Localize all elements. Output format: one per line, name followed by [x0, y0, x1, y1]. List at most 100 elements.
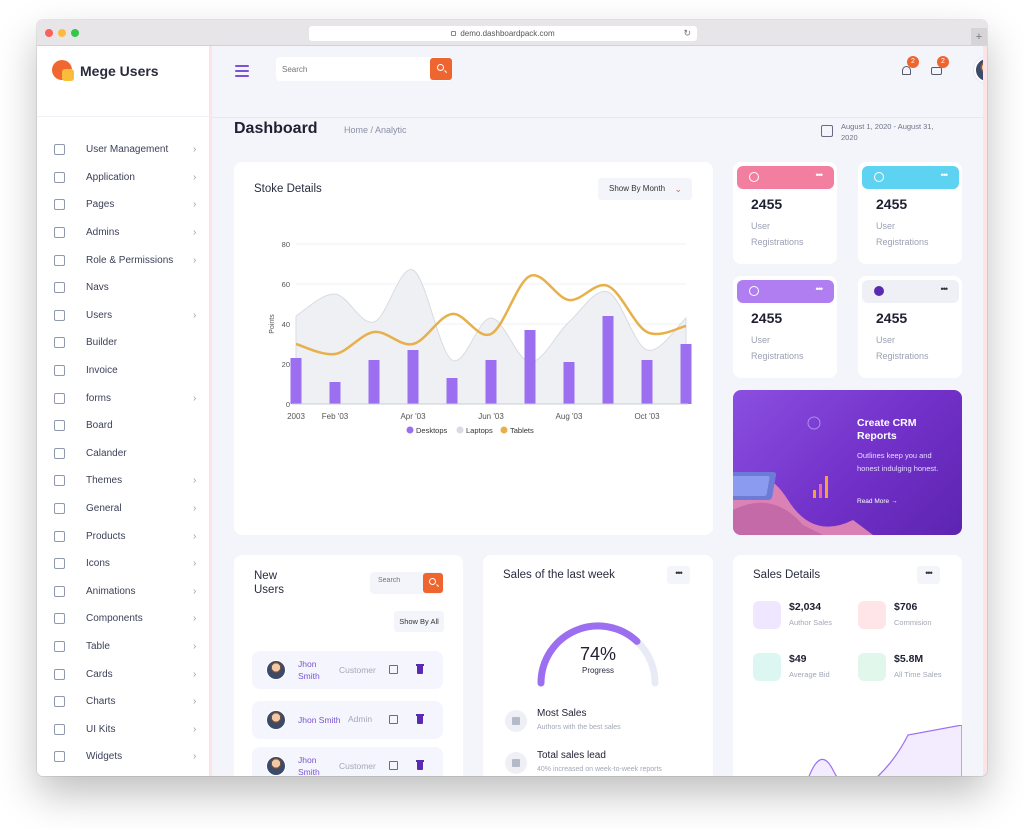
sidebar-item[interactable]: UI Kits ›	[37, 715, 212, 743]
sidebar-item-label: General	[86, 503, 122, 515]
messages-icon[interactable]: 2	[930, 56, 949, 78]
user-role: Customer	[339, 665, 376, 675]
reload-icon[interactable]: ↻	[683, 28, 691, 38]
x-tick-label: Jun '03	[478, 412, 504, 421]
chevron-right-icon: ›	[193, 668, 197, 680]
trash-icon[interactable]	[416, 664, 424, 674]
stat-label: User Registrations	[876, 221, 929, 247]
x-tick-label: 2003	[287, 412, 305, 421]
tablets-line	[295, 274, 687, 356]
sidebar-item[interactable]: Pages ›	[37, 191, 212, 219]
animations-icon	[54, 585, 65, 597]
minimize-window-button[interactable]	[58, 29, 66, 37]
notifications-bell-icon[interactable]: 2	[900, 56, 919, 78]
sparkle-icon	[54, 503, 65, 515]
x-tick-label: Oct '03	[634, 412, 660, 421]
more-options-icon[interactable]: •••	[815, 284, 824, 294]
sidebar-item[interactable]: Cards ›	[37, 660, 212, 688]
url-text: demo.dashboardpack.com	[460, 29, 555, 38]
sidebar-item-label: Charts	[86, 696, 116, 708]
stat-value: $49	[789, 653, 807, 665]
sidebar-item[interactable]: forms ›	[37, 384, 212, 412]
cards-icon	[54, 668, 65, 680]
sidebar-item[interactable]: Themes ›	[37, 467, 212, 495]
sidebar-item[interactable]: Invoice	[37, 357, 212, 385]
user-row[interactable]: Jhon Smith Admin	[252, 701, 443, 739]
y-tick-label: 0	[286, 400, 290, 409]
sidebar-item[interactable]: Application ›	[37, 164, 212, 192]
page-title: Dashboard	[234, 120, 318, 137]
edit-icon[interactable]	[389, 665, 398, 674]
user-name[interactable]: Jhon Smith	[298, 659, 320, 681]
close-window-button[interactable]	[45, 29, 53, 37]
sidebar-item[interactable]: Components ›	[37, 605, 212, 633]
notifications-badge: 2	[907, 56, 919, 68]
sidebar-item[interactable]: Builder	[37, 329, 212, 357]
more-options-icon[interactable]: •••	[940, 170, 949, 180]
trash-icon[interactable]	[416, 760, 424, 770]
address-bar[interactable]: demo.dashboardpack.com ↻	[309, 26, 697, 41]
edit-icon[interactable]	[389, 761, 398, 770]
sidebar-item[interactable]: Admins ›	[37, 219, 212, 247]
user-row[interactable]: Jhon Smith Customer	[252, 651, 443, 689]
sidebar-item-label: UI Kits	[86, 723, 116, 735]
sidebar-item[interactable]: Navs	[37, 274, 212, 302]
lock-icon	[451, 31, 457, 37]
new-tab-button[interactable]: +	[971, 28, 987, 46]
legend-swatch	[456, 426, 464, 434]
item-title: Total sales lead	[537, 750, 606, 761]
sidebar-item-label: Table	[86, 640, 110, 652]
sidebar-item[interactable]: Maps›	[37, 771, 212, 776]
user-icon	[54, 309, 65, 321]
new-users-card: New Users Show By All Jhon Smith Custome…	[234, 555, 463, 776]
user-name[interactable]: Jhon Smith	[298, 755, 320, 776]
trash-icon[interactable]	[416, 714, 424, 724]
app-logo[interactable]: Mege Users	[52, 60, 159, 82]
stat-card-header: •••	[737, 166, 834, 189]
sliders-icon	[54, 420, 65, 432]
stoke-chart: 0 20 40 60 80 Points 2003 Feb '03 Apr '03 Jun '03…	[269, 240, 692, 435]
bar-chart-icon	[505, 710, 527, 732]
code-window-icon	[54, 171, 65, 183]
breadcrumb[interactable]: Home / Analytic	[344, 125, 407, 135]
sidebar-item-label: Components	[86, 613, 143, 625]
sidebar-item[interactable]: Table ›	[37, 633, 212, 661]
desktops-bar	[485, 360, 497, 404]
show-by-all-button[interactable]: Show By All	[394, 611, 444, 632]
more-options-icon[interactable]: •••	[940, 284, 949, 294]
edit-icon[interactable]	[389, 715, 398, 724]
charts-icon	[54, 696, 65, 708]
maximize-window-button[interactable]	[71, 29, 79, 37]
new-users-search-button[interactable]	[423, 573, 443, 593]
sidebar-item[interactable]: Charts ›	[37, 688, 212, 716]
search-input[interactable]	[282, 61, 422, 77]
sidebar-item[interactable]: Role & Permissions ›	[37, 246, 212, 274]
show-by-month-dropdown[interactable]: Show By Month ⌄	[598, 178, 692, 200]
desktops-bar	[680, 344, 692, 404]
sidebar-item[interactable]: Board	[37, 412, 212, 440]
sales-last-week-title: Sales of the last week	[503, 569, 615, 581]
sidebar-item[interactable]: Users ›	[37, 302, 212, 330]
search-button[interactable]	[430, 58, 452, 80]
sidebar-item[interactable]: General ›	[37, 495, 212, 523]
components-icon	[54, 613, 65, 625]
read-more-link[interactable]: Read More →	[857, 498, 898, 505]
more-options-icon[interactable]: •••	[667, 566, 690, 584]
more-options-icon[interactable]: •••	[917, 566, 940, 584]
progress-percent: 74%	[579, 644, 617, 664]
users-grid-icon	[54, 144, 65, 156]
user-name[interactable]: Jhon Smith	[298, 715, 341, 725]
crm-promo-card: Create CRM Reports Outlines keep you and…	[733, 390, 962, 535]
desktops-bar	[329, 382, 341, 404]
sidebar-item[interactable]: Calander	[37, 440, 212, 468]
sidebar-item[interactable]: Widgets ›	[37, 743, 212, 771]
sidebar-item[interactable]: Animations ›	[37, 578, 212, 606]
most-sales-item: Most Sales Authors with the best sales	[505, 708, 705, 738]
more-options-icon[interactable]: •••	[815, 170, 824, 180]
sidebar-item[interactable]: User Management ›	[37, 136, 212, 164]
new-users-search-input[interactable]	[378, 577, 418, 584]
sidebar-item[interactable]: Icons ›	[37, 550, 212, 578]
sidebar-item[interactable]: Products ›	[37, 522, 212, 550]
user-row[interactable]: Jhon Smith Customer	[252, 747, 443, 776]
hamburger-menu-icon[interactable]	[235, 65, 249, 77]
